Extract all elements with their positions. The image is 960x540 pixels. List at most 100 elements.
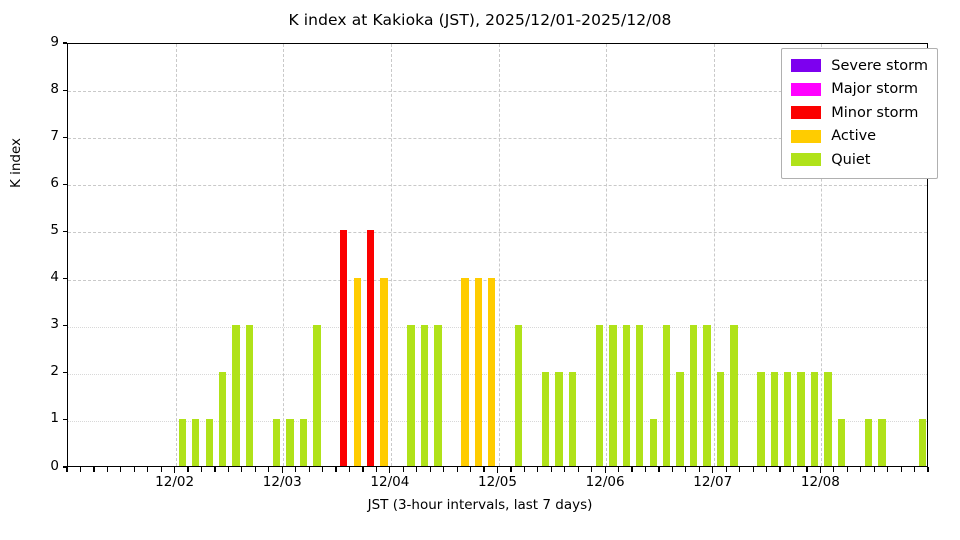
y-tick-label: 3 xyxy=(50,316,59,333)
page-title: K index at Kakioka (JST), 2025/12/01-202… xyxy=(288,11,672,29)
y-tick-label: 9 xyxy=(50,33,59,50)
x-minor-tick-mark xyxy=(510,467,512,472)
y-tick-mark xyxy=(62,372,67,374)
x-minor-tick-mark xyxy=(658,467,660,472)
bar xyxy=(541,371,550,466)
legend-label: Quiet xyxy=(831,151,871,168)
x-minor-tick-mark xyxy=(523,467,525,472)
plot-area xyxy=(67,43,928,467)
bar xyxy=(730,324,738,466)
x-minor-tick-mark xyxy=(254,467,256,472)
gridline-x xyxy=(283,44,285,466)
x-tick-label: 12/05 xyxy=(478,474,517,490)
bar xyxy=(824,371,832,466)
x-minor-tick-mark xyxy=(833,467,835,472)
bar xyxy=(703,324,711,466)
x-minor-tick-mark xyxy=(739,467,741,472)
x-minor-tick-mark xyxy=(792,467,795,472)
bar xyxy=(689,324,698,466)
bar xyxy=(609,324,617,466)
legend-swatch-icon xyxy=(791,106,822,120)
bar xyxy=(555,371,563,466)
x-minor-tick-mark xyxy=(147,467,149,472)
legend-item[interactable]: Minor storm xyxy=(791,101,928,125)
gridline-y xyxy=(68,232,927,234)
x-minor-tick-mark xyxy=(887,467,889,472)
x-tick-mark xyxy=(389,467,391,473)
plot-inner xyxy=(68,44,927,466)
bar xyxy=(205,418,213,466)
x-minor-tick-mark xyxy=(913,467,916,472)
x-minor-tick-mark xyxy=(631,467,633,472)
x-minor-tick-mark xyxy=(698,467,700,472)
x-tick-label: 12/06 xyxy=(585,474,625,490)
x-minor-tick-mark xyxy=(779,467,781,472)
gridline-y xyxy=(68,91,927,93)
legend-item[interactable]: Active xyxy=(791,125,928,149)
x-minor-tick-mark xyxy=(348,467,351,472)
x-minor-tick-mark xyxy=(591,467,593,472)
legend-swatch-icon xyxy=(791,153,822,167)
x-axis-label: JST (3-hour intervals, last 7 days) xyxy=(367,497,593,513)
x-minor-tick-mark xyxy=(671,467,673,472)
legend-swatch-icon xyxy=(791,59,822,73)
bar xyxy=(407,324,415,466)
x-tick-label: 12/07 xyxy=(693,474,733,490)
x-tick-label: 12/02 xyxy=(155,474,195,490)
legend-label: Major storm xyxy=(831,81,919,97)
bar xyxy=(622,324,630,466)
bar xyxy=(757,371,765,466)
x-minor-tick-mark xyxy=(79,467,82,472)
x-minor-tick-mark xyxy=(93,467,95,472)
legend-item[interactable]: Severe storm xyxy=(791,54,928,78)
gridline-y xyxy=(68,326,927,328)
y-tick-label: 4 xyxy=(50,269,59,286)
x-tick-label: 12/04 xyxy=(370,474,410,490)
x-tick-label: 12/03 xyxy=(262,474,302,490)
bar xyxy=(676,371,684,466)
legend-swatch-icon xyxy=(791,129,822,143)
bar xyxy=(878,418,886,466)
x-tick-mark xyxy=(496,467,499,473)
bar xyxy=(245,324,254,466)
legend-item[interactable]: Quiet xyxy=(791,148,928,172)
x-minor-tick-mark xyxy=(644,467,647,472)
x-minor-tick-mark xyxy=(227,467,230,472)
y-tick-mark xyxy=(62,136,67,138)
x-minor-tick-mark xyxy=(537,467,539,472)
bar xyxy=(864,418,873,466)
bar xyxy=(380,277,388,466)
gridline-x xyxy=(606,44,608,466)
x-minor-tick-mark xyxy=(335,467,337,472)
bar xyxy=(837,418,846,466)
bar xyxy=(340,230,348,466)
gridline-x xyxy=(713,44,715,466)
x-minor-tick-mark xyxy=(375,467,378,472)
y-tick-mark xyxy=(62,277,67,280)
x-minor-tick-mark xyxy=(106,467,108,472)
legend-label: Minor storm xyxy=(831,104,919,121)
bar xyxy=(636,324,644,466)
x-minor-tick-mark xyxy=(846,467,848,472)
x-minor-tick-mark xyxy=(765,467,768,472)
x-minor-tick-mark xyxy=(187,467,189,472)
bar xyxy=(299,418,308,466)
bar xyxy=(797,371,805,466)
gridline-x xyxy=(175,44,177,466)
x-minor-tick-mark xyxy=(577,467,579,472)
x-minor-tick-mark xyxy=(214,467,216,472)
x-minor-tick-mark xyxy=(483,467,485,472)
bar xyxy=(649,418,657,466)
x-minor-tick-mark xyxy=(443,467,445,472)
legend-item[interactable]: Major storm xyxy=(791,78,928,102)
x-tick-mark xyxy=(604,467,606,473)
y-tick-label: 0 xyxy=(50,457,59,474)
x-tick-mark xyxy=(819,467,821,473)
bar xyxy=(716,371,725,466)
gridline-y xyxy=(68,420,927,422)
x-minor-tick-mark xyxy=(133,467,135,472)
bar xyxy=(286,418,294,466)
bar xyxy=(192,418,200,466)
legend-swatch-icon xyxy=(791,82,822,96)
gridline-y xyxy=(68,279,927,281)
